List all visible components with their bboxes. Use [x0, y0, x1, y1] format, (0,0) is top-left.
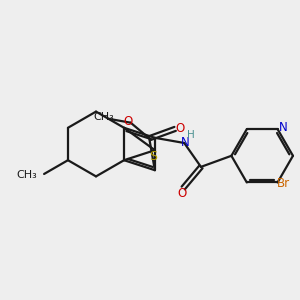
Text: CH₃: CH₃	[93, 112, 114, 122]
Text: O: O	[177, 188, 186, 200]
Text: CH₃: CH₃	[17, 170, 38, 181]
Text: H: H	[187, 130, 195, 140]
Text: O: O	[175, 122, 184, 135]
Text: Br: Br	[276, 177, 290, 190]
Text: O: O	[123, 115, 132, 128]
Text: S: S	[149, 150, 158, 163]
Text: N: N	[181, 136, 189, 149]
Text: N: N	[279, 121, 287, 134]
